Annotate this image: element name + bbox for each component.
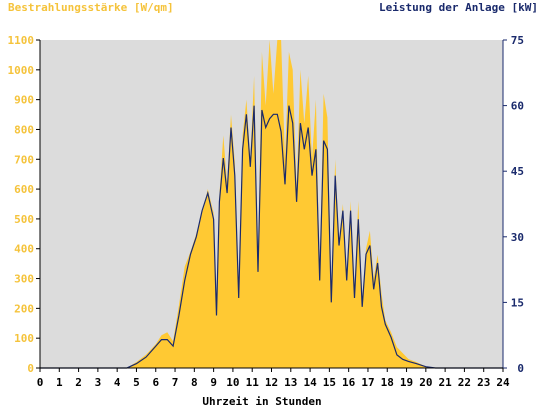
x-tick-label: 22 [458, 376, 471, 389]
x-tick-label: 20 [419, 376, 432, 389]
left-tick-label: 1000 [8, 64, 35, 77]
x-tick-label: 4 [114, 376, 121, 389]
left-tick-label: 300 [14, 273, 34, 286]
irradiance-area-series [40, 40, 503, 368]
left-tick-label: 600 [14, 183, 34, 196]
x-tick-label: 9 [210, 376, 217, 389]
x-tick-label: 19 [400, 376, 413, 389]
left-tick-label: 400 [14, 243, 34, 256]
x-tick-label: 16 [342, 376, 356, 389]
right-tick-label: 30 [511, 231, 524, 244]
x-tick-label: 2 [75, 376, 82, 389]
left-tick-label: 1100 [8, 34, 35, 47]
x-tick-label: 1 [56, 376, 63, 389]
x-tick-label: 18 [381, 376, 394, 389]
left-tick-label: 0 [27, 362, 34, 375]
x-tick-label: 17 [361, 376, 374, 389]
left-tick-label: 100 [14, 332, 34, 345]
x-tick-label: 21 [439, 376, 453, 389]
left-tick-label: 200 [14, 302, 34, 315]
left-tick-label: 700 [14, 153, 34, 166]
x-tick-label: 10 [226, 376, 239, 389]
x-axis-ticks: 0 1 2 3 4 5 6 7 8 9 10 11 12 13 14 15 16 17 18 19 20 21 22 23 24 [37, 368, 510, 389]
x-tick-label: 5 [133, 376, 140, 389]
x-tick-label: 14 [303, 376, 317, 389]
x-tick-label: 12 [265, 376, 278, 389]
left-tick-label: 800 [14, 123, 34, 136]
x-tick-label: 11 [246, 376, 260, 389]
x-tick-label: 3 [95, 376, 102, 389]
x-tick-label: 8 [191, 376, 198, 389]
x-axis-label: Uhrzeit in Stunden [202, 395, 321, 408]
x-tick-label: 7 [172, 376, 179, 389]
right-tick-label: 0 [517, 362, 524, 375]
right-tick-label: 60 [511, 100, 524, 113]
left-tick-label: 500 [14, 213, 34, 226]
right-tick-label: 45 [511, 165, 524, 178]
x-tick-label: 15 [323, 376, 336, 389]
right-axis-title: Leistung der Anlage [kW] [379, 1, 538, 14]
power-line-series [40, 105, 503, 369]
right-axis-ticks: 0 15 30 45 60 75 [503, 34, 524, 375]
right-tick-label: 75 [511, 34, 524, 47]
x-tick-label: 23 [477, 376, 490, 389]
right-tick-label: 15 [511, 296, 524, 309]
x-tick-label: 6 [152, 376, 159, 389]
x-tick-label: 0 [37, 376, 44, 389]
x-tick-label: 24 [496, 376, 510, 389]
left-axis-ticks: 0 100 200 300 400 500 600 700 800 900 1000 1100 [8, 34, 40, 375]
left-axis-title: Bestrahlungsstärke [W/qm] [8, 1, 174, 14]
left-tick-label: 900 [14, 94, 34, 107]
x-tick-label: 13 [284, 376, 297, 389]
